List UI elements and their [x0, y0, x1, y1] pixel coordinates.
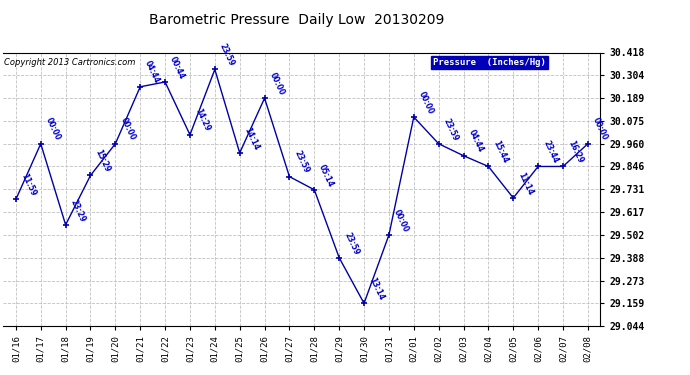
- Text: 23:59: 23:59: [342, 231, 360, 256]
- Text: 04:44: 04:44: [144, 60, 161, 85]
- Text: 23:59: 23:59: [218, 42, 236, 68]
- Text: 05:14: 05:14: [317, 163, 335, 188]
- Text: 00:00: 00:00: [591, 117, 609, 142]
- Text: 11:59: 11:59: [19, 172, 37, 198]
- Text: 00:44: 00:44: [168, 55, 186, 80]
- Text: 23:44: 23:44: [541, 139, 560, 165]
- Text: 00:00: 00:00: [119, 117, 137, 142]
- Text: 15:29: 15:29: [93, 148, 112, 174]
- Text: 11:14: 11:14: [516, 171, 535, 196]
- Text: 00:00: 00:00: [268, 71, 286, 96]
- Text: 00:00: 00:00: [417, 90, 435, 116]
- Text: 04:44: 04:44: [466, 129, 485, 154]
- Text: 23:59: 23:59: [442, 117, 460, 142]
- Text: 14:14: 14:14: [243, 126, 261, 152]
- Text: Copyright 2013 Cartronics.com: Copyright 2013 Cartronics.com: [4, 58, 135, 67]
- Text: Pressure  (Inches/Hg): Pressure (Inches/Hg): [433, 58, 546, 67]
- Text: 13:14: 13:14: [367, 276, 386, 302]
- Text: 00:00: 00:00: [43, 117, 62, 142]
- Text: 15:44: 15:44: [491, 140, 510, 165]
- Text: Barometric Pressure  Daily Low  20130209: Barometric Pressure Daily Low 20130209: [149, 13, 444, 27]
- Text: 23:29: 23:29: [68, 198, 87, 223]
- Text: 23:59: 23:59: [293, 150, 310, 175]
- Text: 14:29: 14:29: [193, 108, 211, 133]
- Text: 16:29: 16:29: [566, 139, 584, 165]
- Text: 00:00: 00:00: [392, 208, 411, 233]
